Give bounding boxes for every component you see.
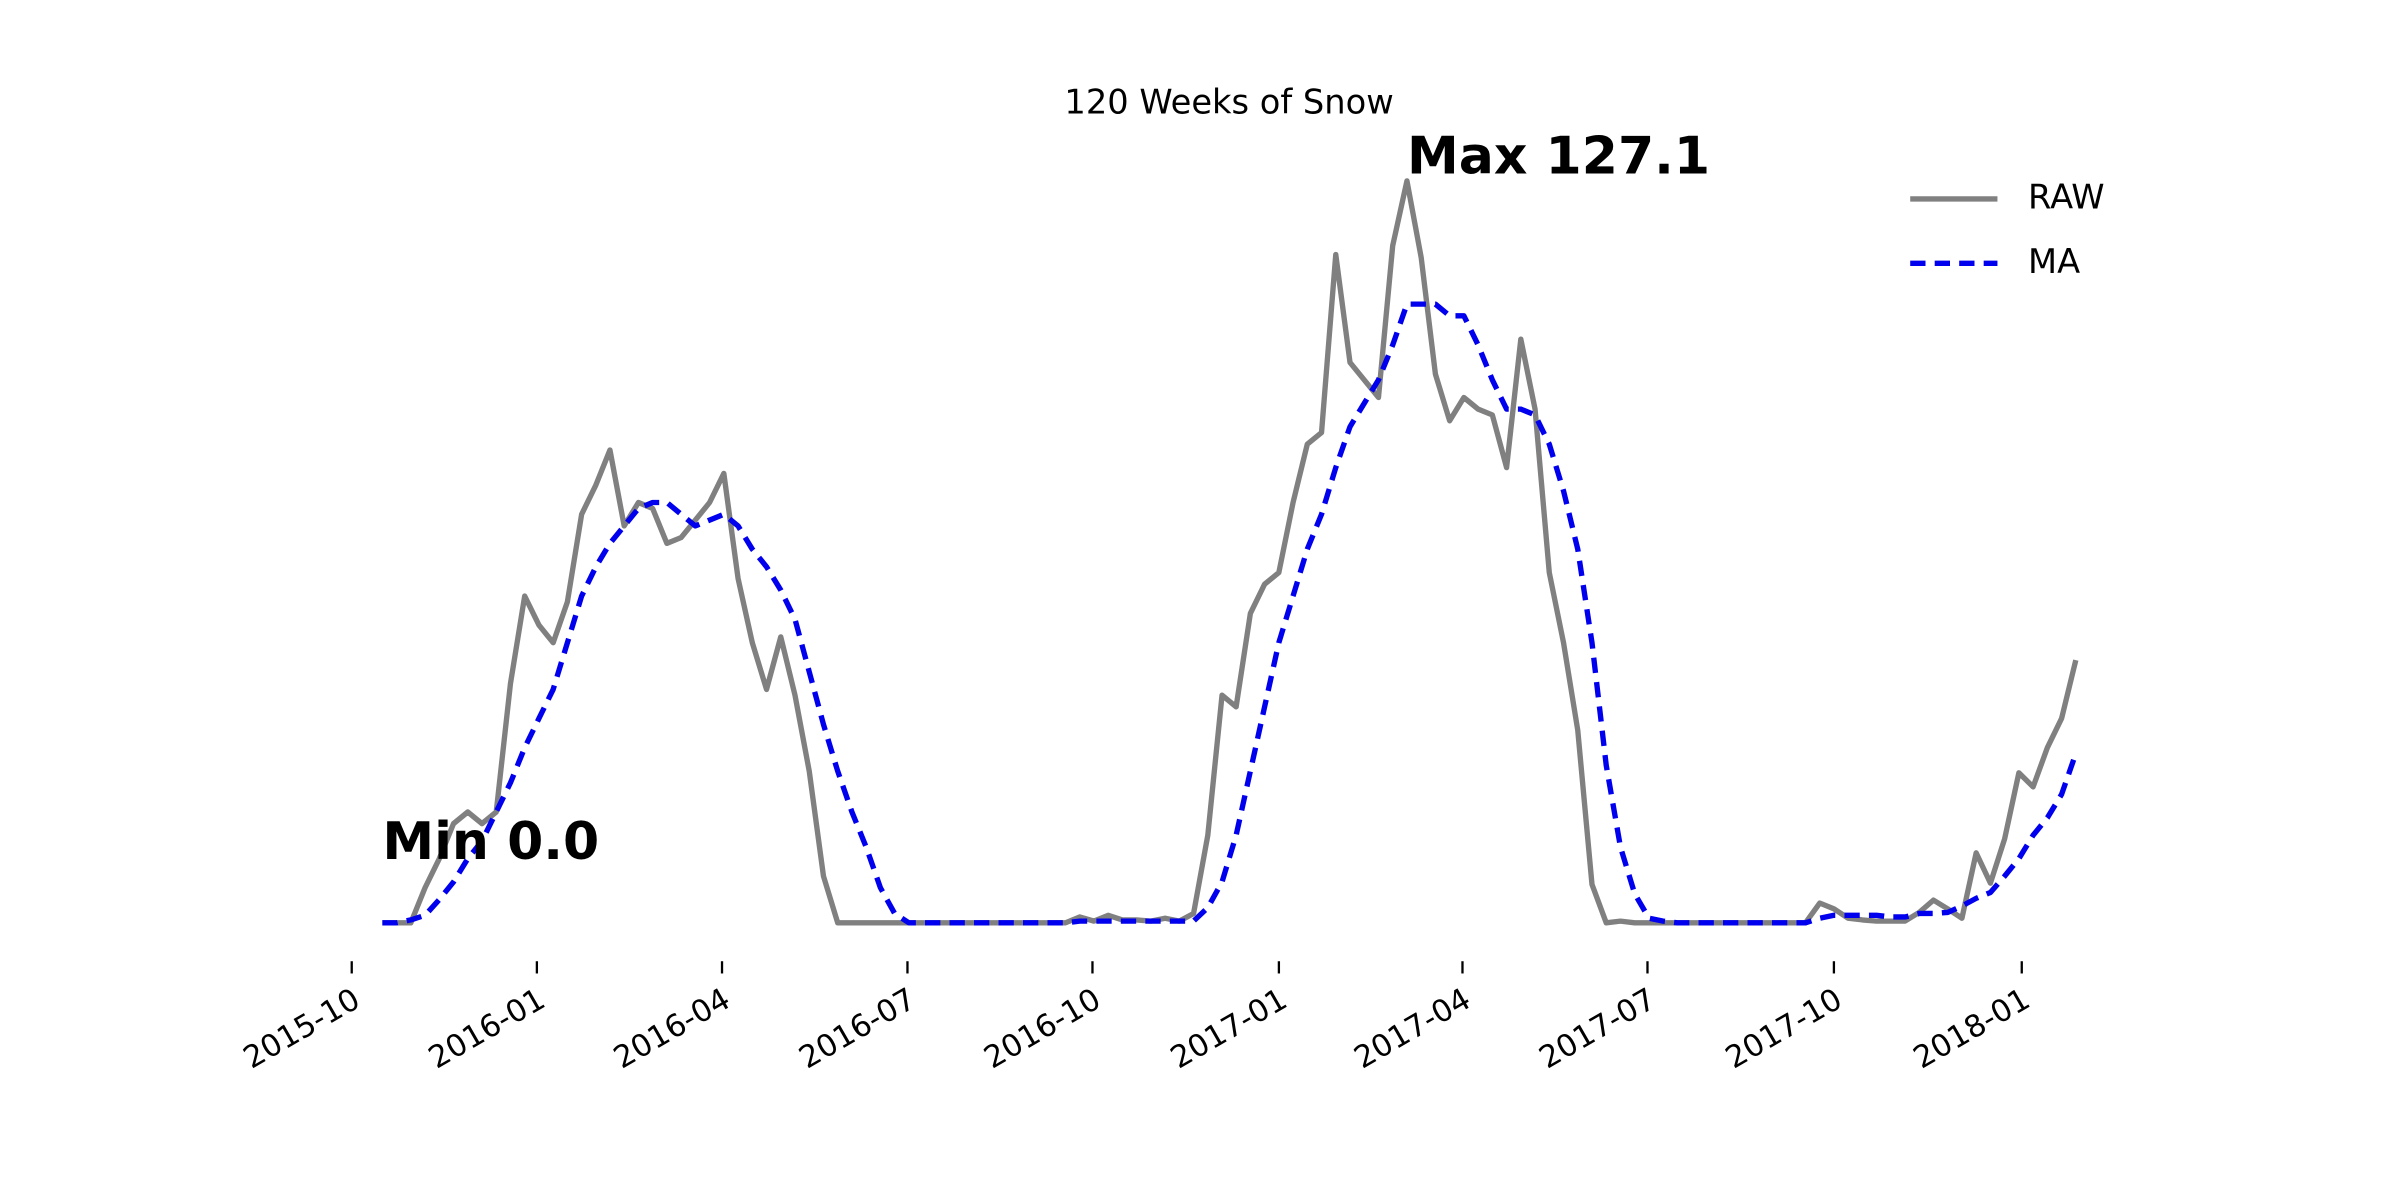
chart-title: 120 Weeks of Snow [1064, 83, 1393, 122]
x-tick-label: 2017-07 [1534, 982, 1662, 1076]
x-tick-label: 2016-07 [794, 982, 922, 1076]
x-tick-label: 2015-10 [238, 982, 366, 1076]
x-tick-label: 2016-01 [423, 982, 551, 1076]
series-line [382, 301, 2079, 926]
x-tick-label: 2017-10 [1720, 982, 1848, 1076]
annotation: Max 127.1 [1407, 126, 1710, 186]
x-tick-label: 2017-04 [1349, 982, 1477, 1076]
x-tick-label: 2018-01 [1908, 982, 2036, 1076]
x-tick-label: 2016-10 [979, 982, 1107, 1076]
legend-label: RAW [2028, 177, 2104, 216]
legend-label: MA [2028, 242, 2080, 281]
x-tick-label: 2017-01 [1165, 982, 1293, 1076]
series-line [382, 178, 2079, 926]
x-tick-label: 2016-04 [608, 982, 736, 1076]
annotation: Min 0.0 [382, 812, 599, 872]
